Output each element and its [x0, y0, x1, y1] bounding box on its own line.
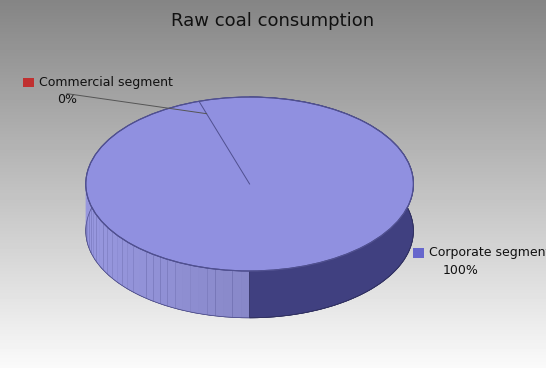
Polygon shape: [112, 231, 117, 282]
Polygon shape: [134, 245, 140, 296]
Polygon shape: [191, 101, 199, 150]
Text: Corporate segment: Corporate segment: [429, 247, 546, 259]
Polygon shape: [91, 157, 94, 208]
Polygon shape: [91, 206, 94, 258]
Polygon shape: [88, 198, 90, 249]
Polygon shape: [191, 265, 199, 314]
Polygon shape: [94, 211, 97, 262]
Polygon shape: [250, 97, 413, 318]
Polygon shape: [86, 188, 87, 240]
Polygon shape: [146, 252, 153, 301]
Polygon shape: [112, 133, 117, 184]
Polygon shape: [94, 153, 97, 204]
Polygon shape: [224, 98, 233, 145]
Polygon shape: [87, 170, 88, 222]
Polygon shape: [100, 219, 104, 270]
Polygon shape: [183, 263, 191, 312]
Polygon shape: [122, 126, 128, 176]
Polygon shape: [168, 106, 175, 156]
Polygon shape: [161, 109, 168, 158]
Polygon shape: [140, 249, 146, 298]
Polygon shape: [175, 105, 183, 153]
Bar: [413, 248, 424, 258]
Polygon shape: [88, 166, 90, 217]
Ellipse shape: [86, 97, 413, 271]
Polygon shape: [175, 262, 183, 310]
Polygon shape: [224, 270, 233, 317]
Polygon shape: [153, 254, 161, 304]
Polygon shape: [108, 137, 112, 187]
Ellipse shape: [86, 144, 413, 318]
Polygon shape: [146, 114, 153, 163]
Polygon shape: [207, 99, 216, 147]
Text: Commercial segment: Commercial segment: [39, 76, 173, 89]
Polygon shape: [117, 235, 122, 286]
Polygon shape: [207, 268, 216, 316]
Polygon shape: [104, 223, 108, 274]
Polygon shape: [97, 215, 100, 266]
Polygon shape: [134, 119, 140, 169]
Polygon shape: [122, 239, 128, 289]
Polygon shape: [216, 269, 224, 317]
Polygon shape: [153, 111, 161, 160]
Polygon shape: [100, 145, 104, 195]
Polygon shape: [104, 141, 108, 191]
Polygon shape: [90, 202, 91, 253]
Polygon shape: [241, 271, 250, 318]
Polygon shape: [241, 97, 250, 144]
Polygon shape: [97, 149, 100, 200]
Polygon shape: [86, 175, 87, 226]
Polygon shape: [199, 267, 207, 315]
Polygon shape: [117, 129, 122, 180]
Bar: [23, 78, 34, 87]
Polygon shape: [128, 242, 134, 292]
Polygon shape: [161, 257, 168, 306]
Polygon shape: [183, 103, 191, 151]
Polygon shape: [140, 116, 146, 166]
Polygon shape: [199, 100, 207, 148]
Polygon shape: [108, 227, 112, 278]
Polygon shape: [233, 270, 241, 318]
Polygon shape: [128, 123, 134, 173]
Polygon shape: [90, 162, 91, 213]
Text: 0%: 0%: [57, 93, 77, 106]
Text: Raw coal consumption: Raw coal consumption: [171, 12, 375, 30]
Polygon shape: [168, 259, 175, 308]
Polygon shape: [216, 98, 224, 146]
Polygon shape: [87, 193, 88, 244]
Text: 100%: 100%: [442, 263, 478, 277]
Polygon shape: [233, 97, 241, 144]
